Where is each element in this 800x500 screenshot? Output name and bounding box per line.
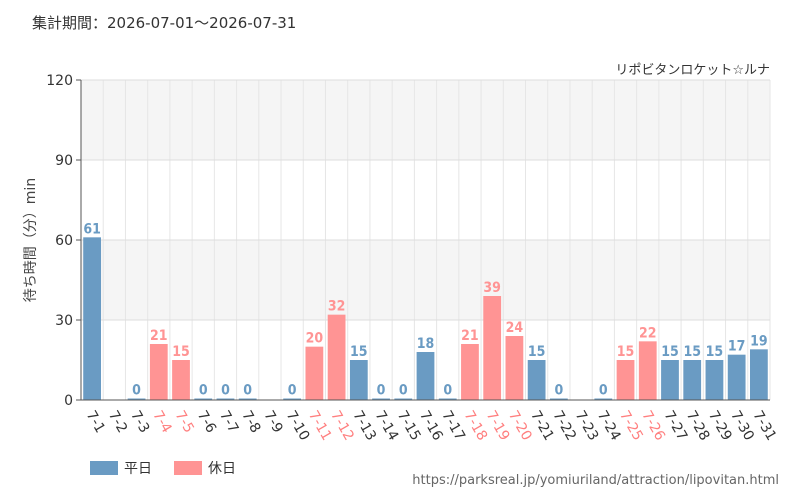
legend-swatch-holiday bbox=[174, 461, 202, 475]
bar-7-14 bbox=[372, 398, 390, 400]
bar-7-6 bbox=[194, 398, 213, 400]
data-label-7-20: 24 bbox=[506, 320, 524, 336]
x-tick-label-7-5: 7-5 bbox=[172, 408, 197, 436]
bar-7-22 bbox=[549, 398, 568, 400]
background-band bbox=[81, 80, 770, 160]
bar-7-21 bbox=[527, 360, 546, 400]
y-tick-label: 0 bbox=[64, 393, 73, 409]
data-label-7-5: 15 bbox=[172, 344, 190, 360]
y-tick-label: 120 bbox=[46, 73, 73, 89]
data-label-7-4: 21 bbox=[150, 328, 168, 344]
bar-7-28 bbox=[683, 360, 702, 400]
y-tick-label: 90 bbox=[55, 153, 73, 169]
bar-7-18 bbox=[461, 344, 479, 400]
chart-title: リポビタンロケット☆ルナ bbox=[615, 63, 770, 78]
bar-7-5 bbox=[172, 360, 190, 400]
legend-item-weekday: 平日 bbox=[90, 458, 152, 478]
collection-period: 集計期間：2026-07-01〜2026-07-31 bbox=[32, 14, 297, 32]
legend-label-weekday: 平日 bbox=[124, 461, 152, 477]
y-tick-label: 30 bbox=[55, 313, 73, 329]
bar-7-1 bbox=[83, 237, 102, 400]
data-label-7-30: 17 bbox=[728, 339, 746, 355]
bar-7-8 bbox=[238, 398, 257, 400]
source-url: https://parksreal.jp/yomiuriland/attract… bbox=[412, 473, 779, 488]
data-label-7-18: 21 bbox=[461, 328, 479, 344]
bar-7-24 bbox=[594, 398, 613, 400]
background-band bbox=[81, 160, 770, 240]
data-label-7-16: 18 bbox=[417, 336, 435, 352]
bar-7-7 bbox=[216, 398, 235, 400]
data-label-7-19: 39 bbox=[483, 280, 501, 296]
data-label-7-10: 0 bbox=[288, 383, 297, 399]
data-label-7-21: 15 bbox=[528, 344, 546, 360]
x-tick-label-7-2: 7-2 bbox=[105, 408, 130, 436]
data-label-7-12: 32 bbox=[328, 299, 346, 315]
data-label-7-26: 22 bbox=[639, 325, 657, 341]
data-label-7-25: 15 bbox=[617, 344, 635, 360]
x-tick-label-7-8: 7-8 bbox=[238, 408, 263, 436]
data-label-7-22: 0 bbox=[554, 383, 563, 399]
data-label-7-14: 0 bbox=[377, 383, 386, 399]
data-label-7-15: 0 bbox=[399, 383, 408, 399]
data-label-7-7: 0 bbox=[221, 383, 230, 399]
bar-7-27 bbox=[661, 360, 679, 400]
bar-7-20 bbox=[505, 336, 524, 400]
bar-7-26 bbox=[638, 341, 657, 400]
legend-swatch-weekday bbox=[90, 461, 118, 475]
bar-7-30 bbox=[727, 354, 746, 400]
bar-7-13 bbox=[349, 360, 368, 400]
data-label-7-24: 0 bbox=[599, 383, 608, 399]
data-label-7-27: 15 bbox=[661, 344, 679, 360]
data-label-7-6: 0 bbox=[199, 383, 208, 399]
bar-7-17 bbox=[438, 398, 457, 400]
bar-7-29 bbox=[705, 360, 724, 400]
bar-7-11 bbox=[305, 346, 324, 400]
x-tick-label-7-4: 7-4 bbox=[149, 408, 174, 436]
background-band bbox=[81, 240, 770, 320]
x-tick-label-7-9: 7-9 bbox=[260, 408, 285, 436]
data-label-7-11: 20 bbox=[306, 331, 324, 347]
x-tick-label-7-7: 7-7 bbox=[216, 408, 241, 436]
data-label-7-3: 0 bbox=[132, 383, 141, 399]
x-tick-label-7-3: 7-3 bbox=[127, 408, 152, 436]
bar-7-31 bbox=[749, 349, 768, 400]
data-label-7-17: 0 bbox=[443, 383, 452, 399]
bar-7-10 bbox=[283, 398, 302, 400]
data-label-7-29: 15 bbox=[706, 344, 724, 360]
bar-7-3 bbox=[127, 398, 146, 400]
chart-bars bbox=[83, 237, 768, 400]
bar-7-25 bbox=[616, 360, 635, 400]
data-label-7-1: 61 bbox=[83, 221, 101, 237]
data-label-7-8: 0 bbox=[243, 383, 252, 399]
chart-legend: 平日 休日 bbox=[90, 458, 236, 478]
bar-7-16 bbox=[416, 352, 435, 400]
x-tick-label-7-31: 7-31 bbox=[749, 408, 779, 444]
legend-item-holiday: 休日 bbox=[174, 458, 236, 478]
bar-7-19 bbox=[483, 296, 502, 400]
legend-label-holiday: 休日 bbox=[208, 461, 236, 477]
x-tick-label-7-1: 7-1 bbox=[83, 408, 108, 436]
y-axis-label: 待ち時間（分）min bbox=[23, 178, 39, 302]
data-label-7-28: 15 bbox=[683, 344, 701, 360]
bar-7-4 bbox=[149, 344, 168, 400]
x-tick-label-7-6: 7-6 bbox=[194, 408, 219, 436]
bar-7-15 bbox=[394, 398, 413, 400]
y-tick-label: 60 bbox=[55, 233, 73, 249]
data-label-7-13: 15 bbox=[350, 344, 368, 360]
bar-7-12 bbox=[327, 314, 346, 400]
data-label-7-31: 19 bbox=[750, 333, 768, 349]
